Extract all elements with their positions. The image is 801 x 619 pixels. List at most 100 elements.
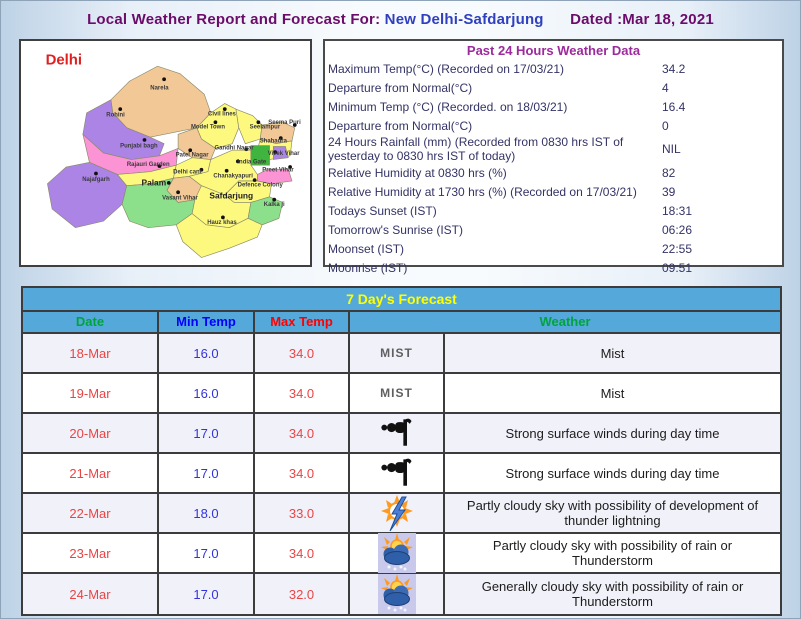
row-label: Tomorrow's Sunrise (IST) [328,222,463,237]
forecast-description: Partly cloudy sky with possibility of de… [445,494,780,534]
svg-text:Kalka ji: Kalka ji [264,202,285,208]
svg-text:Seema Puri: Seema Puri [268,120,301,126]
past-24-title: Past 24 Hours Weather Data [466,43,641,58]
row-label: Minimum Temp (°C) (Recorded. on 18/03/21… [328,99,568,114]
windsock-icon [380,418,412,446]
forecast-min-temp: 16.0 [159,374,255,414]
svg-text:Patel Nagar: Patel Nagar [176,153,210,159]
table-row: Relative Humidity at 0830 hrs (%) 82 [325,163,782,182]
svg-text:Narela: Narela [150,86,169,92]
row-value: 34.2 [662,61,686,76]
sun-rain-thunder-icon [377,533,416,573]
row-label: 24 Hours Rainfall (mm) (Recorded from 08… [328,135,624,163]
forecast-date: 20-Mar [23,414,159,454]
map-title: Delhi [46,51,82,68]
forecast-description: Generally cloudy sky with possibility of… [445,574,780,614]
svg-text:Gandhi Nagar: Gandhi Nagar [215,145,255,151]
forecast-date: 18-Mar [23,334,159,374]
row-value: NIL [662,142,681,156]
forecast-max-temp: 34.0 [255,534,350,574]
row-value: 0 [662,118,669,133]
row-value: 06:26 [662,222,693,237]
mist-icon: MIST [380,386,413,400]
row-label: Relative Humidity at 0830 hrs (%) [328,165,507,180]
forecast-description: Strong surface winds during day time [445,454,780,494]
forecast-icon-cell [350,533,445,574]
svg-text:Vasant Vihar: Vasant Vihar [162,196,198,202]
row-label: Moonset (IST) [328,241,405,256]
forecast-min-temp: 18.0 [159,494,255,534]
forecast-min-temp: 17.0 [159,534,255,574]
forecast-max-temp: 32.0 [255,574,350,614]
forecast-date: 21-Mar [23,454,159,494]
delhi-map-panel: Delhi Narela Rohini Civil lines Model To… [19,39,312,267]
row-value: 22:55 [662,241,693,256]
page-title: Local Weather Report and Forecast For: N… [1,11,800,28]
dated-label: Dated :Mar 18, 2021 [570,11,714,28]
forecast-icon-cell: MIST [350,374,445,414]
svg-text:Preet Vihar: Preet Vihar [262,168,294,174]
row-label: Moonrise (IST) [328,260,408,275]
forecast-min-temp: 17.0 [159,574,255,614]
sun-rain-thunder-icon [377,574,416,614]
row-value: 16.4 [662,99,686,114]
row-value: 18:31 [662,203,693,218]
forecast-description: Strong surface winds during day time [445,414,780,454]
table-row: Todays Sunset (IST) 18:31 [325,201,782,220]
forecast-description: Mist [445,334,780,374]
svg-text:Najafgarh: Najafgarh [82,177,110,183]
table-row: Tomorrow's Sunrise (IST) 06:26 [325,220,782,239]
row-value: 82 [662,165,676,180]
table-row: Maximum Temp(°C) (Recorded on 17/03/21) … [325,59,782,78]
svg-text:Hauz khas: Hauz khas [207,220,237,226]
map-dots [94,77,297,220]
forecast-description: Mist [445,374,780,414]
sun-thunder-icon [380,495,413,532]
row-label: Departure from Normal(°C) [328,80,473,95]
forecast-title: 7 Day's Forecast [23,288,780,312]
svg-text:Seelampur: Seelampur [250,125,281,131]
table-row: Moonset (IST) 22:55 [325,239,782,258]
forecast-row: 22-Mar 18.0 33.0 Partly cloudy sky with … [23,494,780,534]
row-label: Maximum Temp(°C) (Recorded on 17/03/21) [328,61,565,76]
forecast-date: 24-Mar [23,574,159,614]
forecast-row: 23-Mar 17.0 34.0 [23,533,780,574]
col-header-min-temp: Min Temp [159,312,255,334]
past-24-hours-panel: Past 24 Hours Weather Data Maximum Temp(… [323,39,784,275]
svg-text:Chanakyapuri: Chanakyapuri [213,173,253,179]
delhi-map: Delhi Narela Rohini Civil lines Model To… [46,51,301,258]
title-prefix: Local Weather Report and Forecast For: [87,11,381,28]
col-header-date: Date [23,312,159,334]
forecast-max-temp: 34.0 [255,374,350,414]
row-label: Todays Sunset (IST) [328,203,437,218]
row-label: Relative Humidity at 1730 hrs (%) (Recor… [328,184,637,199]
forecast-row: 19-Mar 16.0 34.0 MIST Mist [23,374,780,414]
svg-text:Rajauri Garden: Rajauri Garden [127,162,170,168]
svg-text:Model Town: Model Town [191,125,225,131]
forecast-row: 20-Mar 17.0 34.0 Strong surface winds du… [23,414,780,454]
forecast-date: 23-Mar [23,534,159,574]
forecast-icon-cell [350,494,445,534]
svg-text:Shahadra: Shahadra [260,139,288,145]
table-row: Departure from Normal(°C) 4 [325,78,782,97]
forecast-row: 21-Mar 17.0 34.0 Strong surface winds du… [23,454,780,494]
svg-text:Defence Colony: Defence Colony [238,183,284,189]
forecast-icon-cell [350,414,445,454]
forecast-header-row: Date Min Temp Max Temp Weather [23,312,780,334]
forecast-max-temp: 34.0 [255,414,350,454]
forecast-icon-cell: MIST [350,334,445,374]
forecast-row: 24-Mar 17.0 32.0 [23,574,780,614]
table-row: Departure from Normal(°C) 0 [325,116,782,135]
forecast-max-temp: 34.0 [255,454,350,494]
col-header-weather: Weather [350,312,780,334]
row-value: 09:51 [662,260,693,275]
row-value: 39 [662,184,676,199]
forecast-date: 19-Mar [23,374,159,414]
table-row: 24 Hours Rainfall (mm) (Recorded from 08… [325,135,782,163]
svg-text:Delhi cant: Delhi cant [173,170,202,176]
row-label: Departure from Normal(°C) [328,118,473,133]
svg-text:Civil lines: Civil lines [208,112,237,118]
table-row: Relative Humidity at 1730 hrs (%) (Recor… [325,182,782,201]
col-header-max-temp: Max Temp [255,312,350,334]
